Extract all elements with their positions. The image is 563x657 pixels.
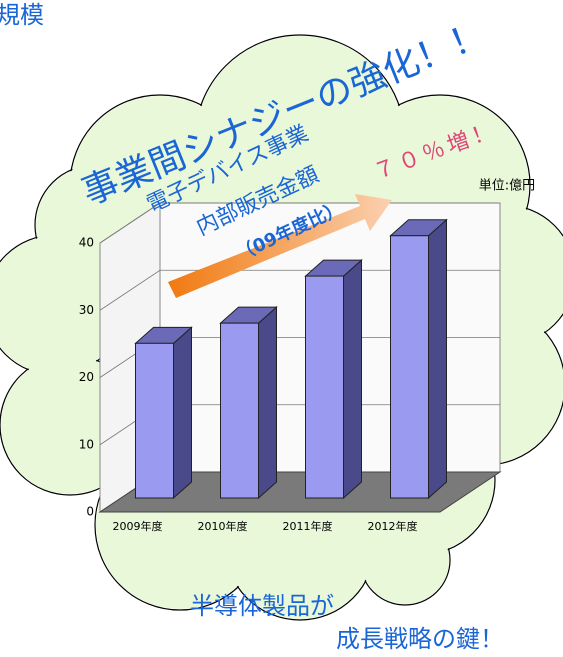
page-title: 規模 <box>0 1 44 29</box>
bar-side <box>428 218 447 500</box>
grid-line <box>99 269 500 311</box>
bar <box>135 342 174 499</box>
chart: 0 10 20 30 40 2009年度 2010年度 2011年度 2012年度 <box>79 202 502 533</box>
x-tick-label: 2011年度 <box>283 519 333 533</box>
y-tick-label: 20 <box>79 370 94 384</box>
y-tick-label: 0 <box>86 505 94 519</box>
bar-side <box>173 326 192 500</box>
y-tick-label: 10 <box>79 437 94 451</box>
y-tick-label: 30 <box>79 303 94 317</box>
unit-label: 単位:億円 <box>479 178 535 194</box>
cloud-fill <box>361 516 449 604</box>
footer-text: 半導体製品が <box>190 592 334 620</box>
bar <box>390 235 429 499</box>
footer-text: 成長戦略の鍵！ <box>336 625 504 653</box>
bar <box>305 275 344 499</box>
x-tick-label: 2010年度 <box>198 519 248 533</box>
x-tick-label: 2009年度 <box>113 519 163 533</box>
bar-side <box>343 258 362 500</box>
x-tick-label: 2012年度 <box>368 519 418 533</box>
bar-side <box>258 306 277 500</box>
bar <box>220 322 259 499</box>
y-tick-label: 40 <box>79 236 94 250</box>
growth-arrow <box>168 194 392 298</box>
